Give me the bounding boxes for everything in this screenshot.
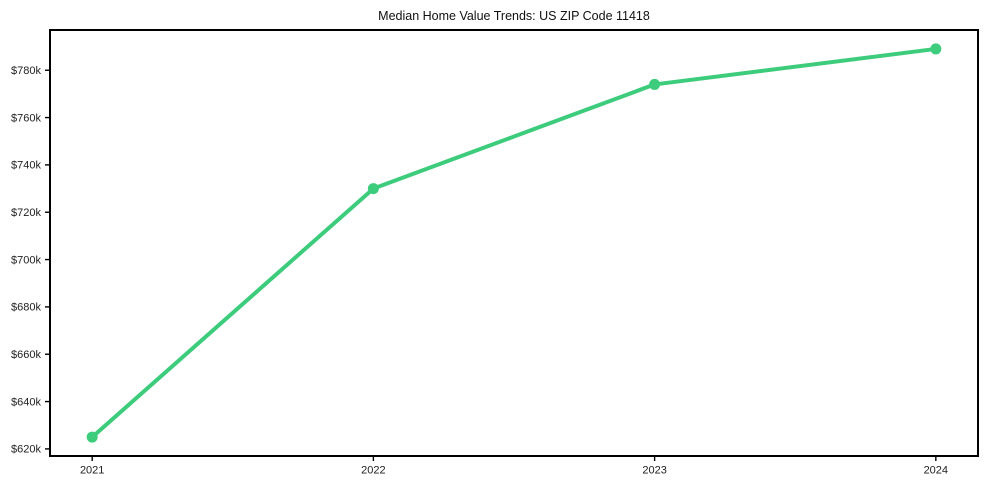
y-axis-tick-label: $740k (11, 160, 41, 172)
x-axis-tick-label: 2023 (642, 465, 666, 477)
data-point-marker (649, 78, 661, 90)
chart-title: Median Home Value Trends: US ZIP Code 11… (378, 9, 650, 23)
y-axis-tick-label: $700k (11, 254, 41, 266)
line-series (86, 43, 942, 443)
y-axis-tick-label: $720k (11, 207, 41, 219)
y-axis-tick-label: $660k (11, 349, 41, 361)
y-axis-tick-label: $680k (11, 302, 41, 314)
data-point-marker (367, 183, 379, 195)
y-axis-tick-label: $760k (11, 112, 41, 124)
x-axis-tick-label: 2022 (361, 465, 385, 477)
y-axis-tick-label: $620k (11, 444, 41, 456)
plot-border (49, 29, 979, 457)
x-axis-tick-label: 2024 (924, 465, 948, 477)
y-axis-tick-label: $780k (11, 65, 41, 77)
y-axis-tick-label: $640k (11, 396, 41, 408)
data-point-marker (86, 431, 98, 443)
data-point-marker (930, 43, 942, 55)
axes-layer: $620k $640k $660k $680k $700k $720k $740k $760k… (11, 29, 979, 477)
x-axis-tick-label: 2021 (80, 465, 104, 477)
trend-line (90, 46, 938, 440)
